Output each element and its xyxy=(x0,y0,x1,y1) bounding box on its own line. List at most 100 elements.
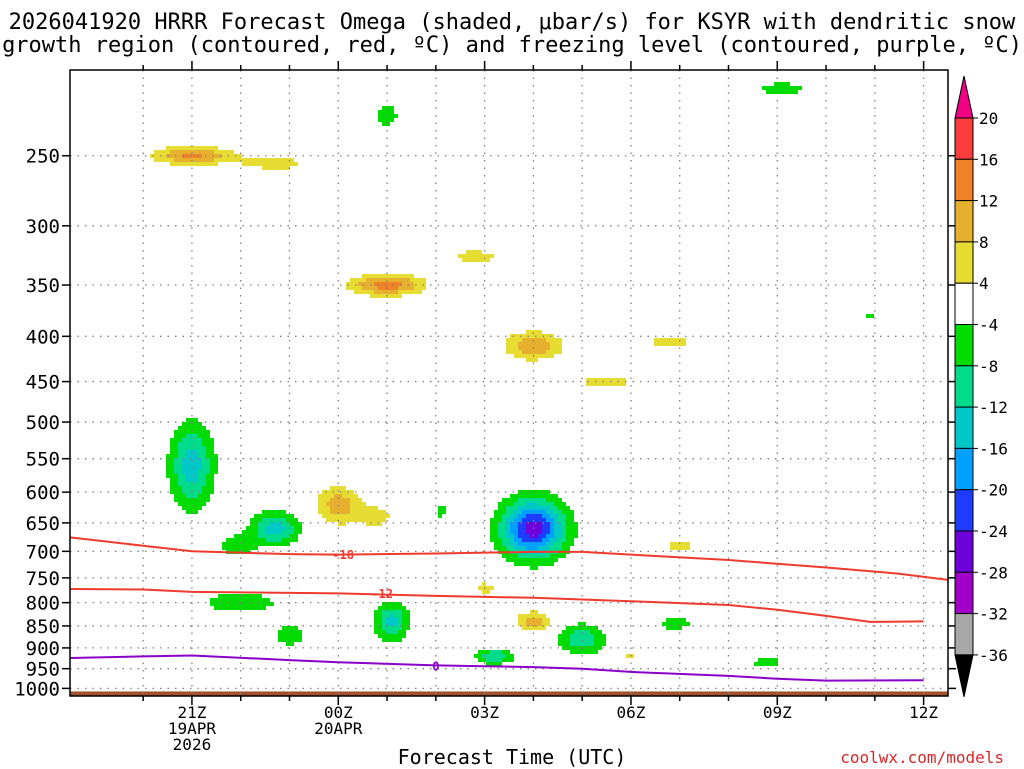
omega-cell xyxy=(586,382,626,386)
omega-cell xyxy=(402,618,410,622)
omega-cell xyxy=(166,146,218,150)
omega-cell xyxy=(318,510,330,514)
omega-cell xyxy=(502,542,510,546)
omega-cell xyxy=(558,506,570,510)
omega-cell xyxy=(562,526,566,530)
y-tick-label: 850 xyxy=(26,616,60,638)
x-tick-label: 19APR xyxy=(168,719,217,738)
colorbar-tick-label: 20 xyxy=(979,109,998,128)
omega-cell xyxy=(398,630,406,634)
omega-cell xyxy=(514,538,522,542)
omega-cell xyxy=(262,510,286,514)
omega-cell xyxy=(518,554,550,558)
omega-cell xyxy=(398,286,414,290)
omega-cell xyxy=(526,530,542,534)
omega-cell xyxy=(370,294,402,298)
colorbar-box xyxy=(954,158,974,202)
omega-cell xyxy=(506,342,518,346)
omega-cell xyxy=(202,154,222,158)
omega-cell xyxy=(522,350,546,354)
omega-cell xyxy=(382,610,402,614)
omega-cell xyxy=(518,622,526,626)
y-tick-label: 750 xyxy=(26,568,60,590)
omega-cell xyxy=(330,486,346,490)
omega-cell xyxy=(402,614,410,618)
omega-cell xyxy=(170,438,182,442)
omega-cell xyxy=(538,502,554,506)
omega-cell xyxy=(538,546,550,550)
omega-cell xyxy=(758,658,778,662)
omega-cell xyxy=(530,566,538,570)
colorbar-tick-label: -28 xyxy=(979,563,1008,582)
colorbar-tick-label: -16 xyxy=(979,439,1008,458)
omega-cell xyxy=(242,530,258,534)
omega-cell xyxy=(206,450,214,454)
omega-cell xyxy=(170,486,182,490)
colorbar-tick-label: -24 xyxy=(979,522,1008,541)
omega-cell xyxy=(550,538,558,542)
ground-surface xyxy=(70,691,948,696)
omega-cell xyxy=(374,626,382,630)
omega-cell xyxy=(374,610,382,614)
omega-cell xyxy=(550,546,562,550)
omega-cell xyxy=(330,510,350,514)
y-tick-label: 800 xyxy=(26,593,60,615)
y-tick-label: 500 xyxy=(26,412,60,434)
omega-cell xyxy=(378,110,394,114)
omega-cell xyxy=(482,654,506,658)
omega-cell xyxy=(206,482,214,486)
omega-cell xyxy=(494,546,506,550)
omega-cell xyxy=(566,626,598,630)
omega-cell xyxy=(402,282,414,286)
y-tick-label: 650 xyxy=(26,513,60,535)
omega-cell xyxy=(174,462,182,466)
omega-cell xyxy=(198,474,206,478)
omega-cell xyxy=(234,534,258,538)
contour-lines: -18 -12 0 xyxy=(69,536,949,682)
omega-cell xyxy=(754,662,778,666)
omega-cell xyxy=(394,614,402,618)
omega-cell xyxy=(186,494,198,498)
colorbar-bottom-triangle xyxy=(954,654,974,698)
omega-cell xyxy=(170,150,214,154)
omega-cell xyxy=(374,630,386,634)
omega-cell xyxy=(178,454,186,458)
omega-cell xyxy=(170,478,178,482)
omega-cell xyxy=(558,514,566,518)
omega-cell xyxy=(366,522,382,526)
omega-cell xyxy=(198,434,210,438)
omega-cell xyxy=(550,514,558,518)
y-tick-label: 350 xyxy=(26,275,60,297)
omega-cell xyxy=(526,622,542,626)
omega-cell xyxy=(550,530,554,534)
omega-cell xyxy=(166,470,174,474)
omega-cell xyxy=(170,162,218,166)
omega-cell xyxy=(514,502,526,506)
omega-cell xyxy=(202,466,210,470)
omega-cell xyxy=(318,498,330,502)
omega-cell xyxy=(502,498,518,502)
omega-cell xyxy=(382,602,402,606)
omega-cell xyxy=(170,482,178,486)
omega-cell xyxy=(182,490,202,494)
omega-cell xyxy=(550,526,554,530)
omega-cell xyxy=(382,638,402,642)
x-tick-label: 06Z xyxy=(616,703,645,722)
dgz-top-label: -18 xyxy=(332,548,354,562)
colorbar-box xyxy=(954,489,974,532)
omega-cell xyxy=(530,610,538,614)
omega-cell xyxy=(198,494,210,498)
omega-cell xyxy=(570,642,594,646)
freezing-level-contour xyxy=(69,654,924,682)
omega-cell xyxy=(558,538,566,542)
omega-cell xyxy=(330,498,350,502)
omega-cell xyxy=(482,590,490,594)
omega-cell xyxy=(350,510,386,514)
y-tick-label: 550 xyxy=(26,449,60,471)
omega-cell xyxy=(506,530,510,534)
omega-cell xyxy=(182,462,202,466)
omega-cell xyxy=(242,162,298,166)
omega-cell xyxy=(518,614,546,618)
dgz-top-contour xyxy=(69,536,949,581)
omega-cell xyxy=(562,630,574,634)
